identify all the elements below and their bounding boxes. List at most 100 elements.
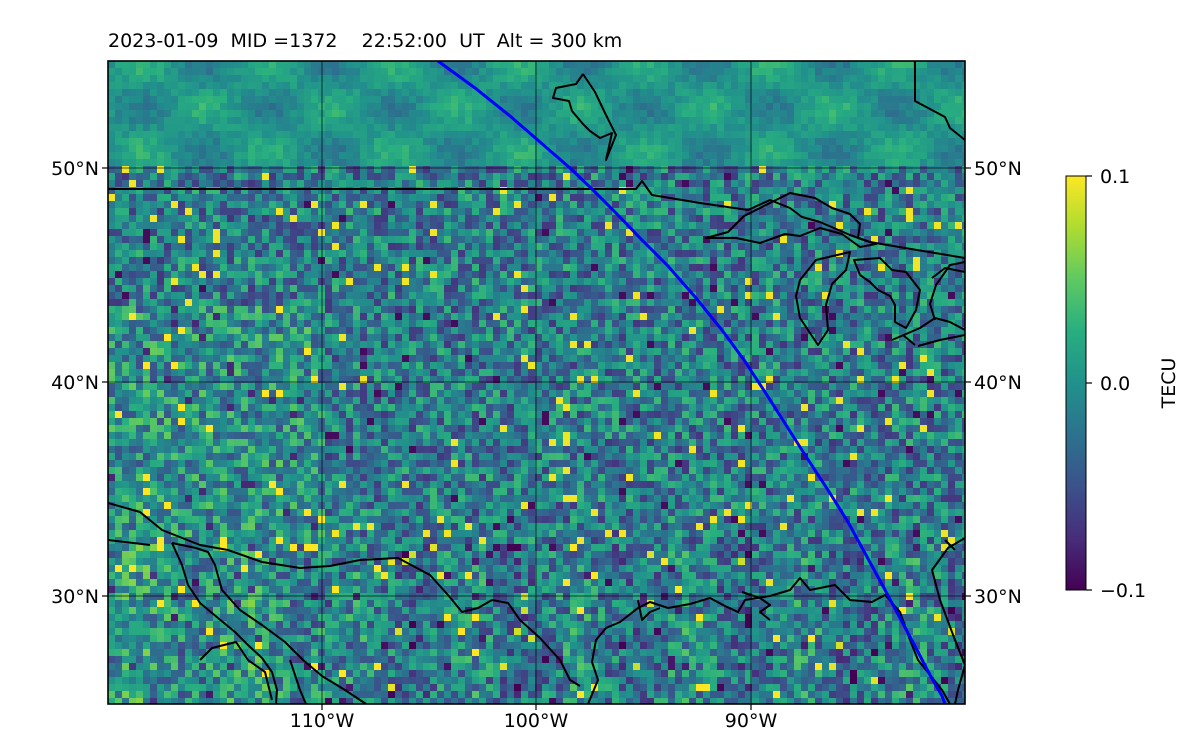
heatmap-cell <box>885 334 893 342</box>
heatmap-cell <box>584 334 592 342</box>
heatmap-cell <box>647 89 655 97</box>
heatmap-cell <box>227 334 235 342</box>
heatmap-cell <box>206 159 214 167</box>
heatmap-cell <box>710 229 718 237</box>
heatmap-cell <box>157 222 165 230</box>
heatmap-cell <box>262 299 270 307</box>
heatmap-cell <box>500 138 508 146</box>
heatmap-cell <box>360 96 368 104</box>
heatmap-cell <box>612 264 620 272</box>
heatmap-cell <box>612 68 620 76</box>
heatmap-cell <box>654 292 662 300</box>
heatmap-cell <box>717 278 725 286</box>
heatmap-cell <box>185 117 193 125</box>
heatmap-cell <box>521 208 529 216</box>
heatmap-cell <box>423 166 431 174</box>
heatmap-cell <box>248 138 256 146</box>
heatmap-cell <box>745 145 753 153</box>
heatmap-cell <box>507 75 515 83</box>
heatmap-cell <box>283 285 291 293</box>
heatmap-cell <box>381 334 389 342</box>
heatmap-cell <box>360 131 368 139</box>
heatmap-cell <box>913 166 921 174</box>
heatmap-cell <box>122 166 130 174</box>
heatmap-cell <box>745 194 753 202</box>
heatmap-cell <box>787 117 795 125</box>
heatmap-cell <box>206 131 214 139</box>
heatmap-cell <box>360 215 368 223</box>
heatmap-cell <box>647 166 655 174</box>
heatmap-cell <box>108 341 116 349</box>
heatmap-cell <box>913 271 921 279</box>
heatmap-cell <box>255 236 263 244</box>
heatmap-cell <box>171 334 179 342</box>
heatmap-cell <box>927 208 935 216</box>
heatmap-cell <box>738 166 746 174</box>
heatmap-cell <box>150 124 158 132</box>
heatmap-cell <box>255 131 263 139</box>
heatmap-cell <box>430 208 438 216</box>
heatmap-cell <box>605 89 613 97</box>
heatmap-cell <box>605 327 613 335</box>
heatmap-cell <box>619 306 627 314</box>
heatmap-cell <box>885 103 893 111</box>
heatmap-cell <box>416 159 424 167</box>
heatmap-cell <box>486 271 494 279</box>
heatmap-cell <box>682 229 690 237</box>
heatmap-cell <box>528 292 536 300</box>
heatmap-cell <box>640 61 648 69</box>
heatmap-cell <box>339 341 347 349</box>
heatmap-cell <box>787 124 795 132</box>
heatmap-cell <box>808 271 816 279</box>
heatmap-cell <box>458 306 466 314</box>
heatmap-cell <box>213 208 221 216</box>
heatmap-cell <box>808 187 816 195</box>
heatmap-cell <box>514 152 522 160</box>
heatmap-cell <box>598 334 606 342</box>
heatmap-cell <box>934 145 942 153</box>
heatmap-cell <box>346 89 354 97</box>
heatmap-cell <box>255 124 263 132</box>
heatmap-cell <box>584 320 592 328</box>
heatmap-cell <box>731 236 739 244</box>
heatmap-cell <box>395 61 403 69</box>
heatmap-cell <box>941 124 949 132</box>
heatmap-cell <box>724 82 732 90</box>
heatmap-cell <box>906 271 914 279</box>
heatmap-cell <box>808 299 816 307</box>
heatmap-cell <box>458 215 466 223</box>
heatmap-cell <box>857 117 865 125</box>
heatmap-cell <box>234 215 242 223</box>
heatmap-cell <box>843 306 851 314</box>
heatmap-cell <box>871 327 879 335</box>
heatmap-cell <box>584 215 592 223</box>
heatmap-cell <box>920 96 928 104</box>
heatmap-cell <box>661 320 669 328</box>
heatmap-cell <box>556 215 564 223</box>
heatmap-cell <box>913 229 921 237</box>
heatmap-cell <box>283 131 291 139</box>
heatmap-cell <box>941 285 949 293</box>
heatmap-cell <box>276 166 284 174</box>
heatmap-cell <box>283 208 291 216</box>
heatmap-cell <box>157 271 165 279</box>
heatmap-cell <box>297 124 305 132</box>
heatmap-cell <box>689 96 697 104</box>
heatmap-cell <box>948 145 956 153</box>
heatmap-cell <box>654 320 662 328</box>
heatmap-cell <box>178 187 186 195</box>
heatmap-cell <box>150 145 158 153</box>
heatmap-cell <box>801 313 809 321</box>
heatmap-cell <box>654 75 662 83</box>
heatmap-cell <box>451 341 459 349</box>
heatmap-cell <box>647 229 655 237</box>
heatmap-cell <box>332 180 340 188</box>
heatmap-cell <box>703 243 711 251</box>
heatmap-cell <box>122 215 130 223</box>
heatmap-cell <box>563 327 571 335</box>
heatmap-cell <box>948 194 956 202</box>
heatmap-cell <box>143 299 151 307</box>
heatmap-cell <box>360 173 368 181</box>
heatmap-cell <box>248 61 256 69</box>
heatmap-cell <box>913 75 921 83</box>
